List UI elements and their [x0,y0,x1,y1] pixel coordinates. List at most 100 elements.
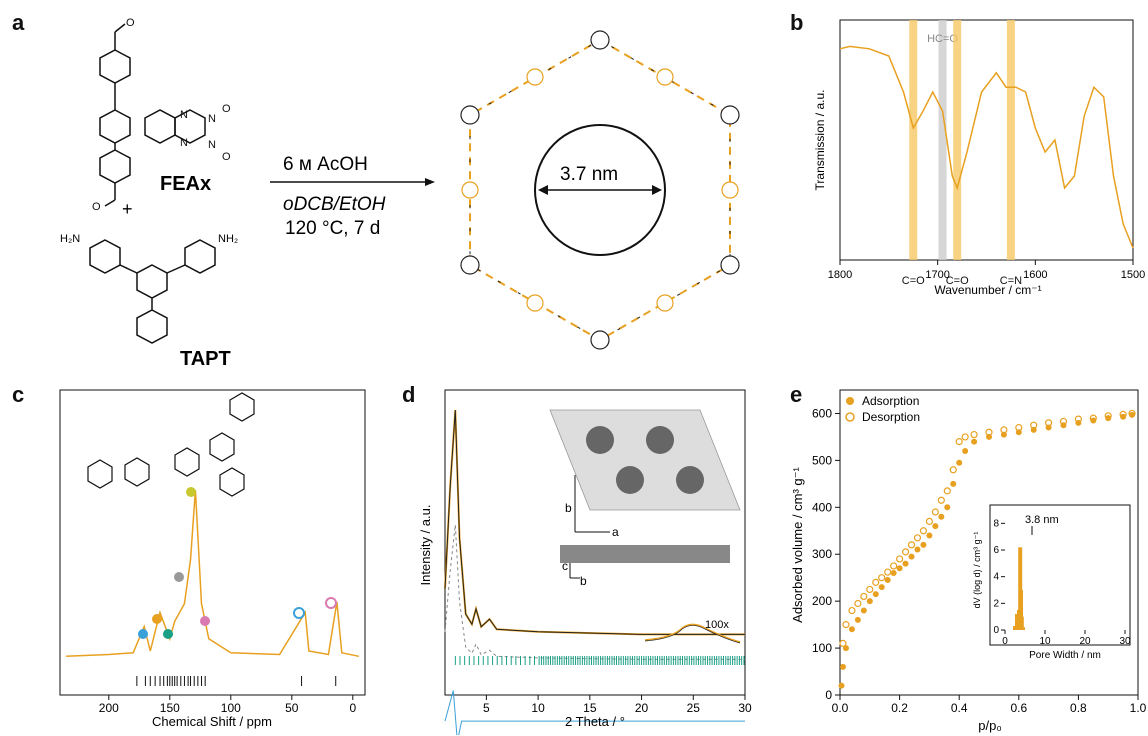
chart-e-inset-ytick-label-4: 8 [993,518,999,529]
chart-c-xtick-label-1: 150 [160,701,180,715]
reaction-scheme: O O N N N N O O FEAx + H₂N NH₂ TAPT 6 м AcOH… [60,17,740,370]
svg-text:O: O [222,151,231,163]
chart-c-xtick-label-2: 100 [221,701,241,715]
chart-e-inset-xtick-label-2: 20 [1079,636,1091,647]
chart-e-ytick-label-0: 0 [825,688,832,702]
chart-e-desorption-point [1119,410,1127,419]
chart-b-xtick-label-1: 1700 [925,269,949,281]
chart-c-xtick-label-4: 0 [349,701,356,715]
chart-e-desorption-point [1089,414,1097,422]
chart-e-xtick-label-1: 0.2 [891,701,908,715]
chart-d-xtick-label-5: 30 [738,701,752,715]
chart-e-desorption-point [895,555,904,563]
chart-e-inset-xlabel: Pore Width / nm [1029,650,1101,661]
chart-e-desorption-point [970,430,978,439]
svg-text:N: N [208,113,216,125]
chart-d-ylabel: Intensity / a.u. [418,505,433,586]
tapt-structure [89,239,216,344]
chart-e-ytick-label-4: 400 [812,500,832,514]
chart-e-desorption-point [1000,426,1008,434]
chart-e-ytick-label-6: 600 [812,406,832,420]
chart-e-adsorption-point [1090,417,1097,424]
chart-b-band-label-3: C=N [1000,275,1022,287]
chart-e-xlabel: p/p₀ [978,718,1001,733]
chart-d-xtick-label-1: 10 [531,701,545,715]
condition-temp: 120 °C, 7 d [285,218,380,239]
chart-e-ylabel: Adsorbed volume / cm³ g⁻¹ [790,466,805,622]
panel-letter-e: e [790,382,803,407]
chart-e-desorption-point [907,541,916,549]
chart-d-xlabel: 2 Theta / ° [565,714,625,729]
chart-b-band-3 [1006,20,1015,260]
chart-b-frame [839,19,1134,261]
chart-e-desorption-point [949,466,957,474]
svg-text:b: b [580,574,587,588]
chart-d-xtick-label-0: 5 [483,701,490,715]
chart-e-adsorption-point [956,459,963,466]
chart-e-adsorption-point [890,570,897,576]
chart-c: 200 150 100 50 0 Chemical Shift / ppm [59,389,366,729]
cof-framework [460,30,740,350]
chart-d-difference-line [444,690,745,735]
chart-b: C=O HC=O C=O C=N 1800 1700 1600 1500 Wavenumbe… [813,19,1145,297]
chart-e-adsorption-point [838,682,845,689]
chart-e-adsorption-point [878,584,885,591]
panel-letter-c: c [12,382,25,407]
chart-c-xtick-label-0: 200 [99,701,119,715]
chart-e-inset: 0 10 20 30 0 2 4 6 8 Pore Width / nm dV (log d) / … [972,504,1131,661]
chart-b-band-1 [938,20,947,260]
chart-e-adsorption-point [938,513,945,520]
panel-letter-d: d [402,382,416,407]
chart-e-adsorption-point [854,616,861,623]
chart-e-inset-ytick-label-1: 2 [993,598,999,609]
chart-e-adsorption-point [944,504,951,511]
svg-text:Adsorption: Adsorption [862,394,919,408]
chart-e-desorption-point [848,606,856,615]
chart-e-desorption-point [943,487,951,495]
chart-d-xtick-label-4: 25 [687,701,701,715]
chart-e-desorption-point [872,578,880,586]
chart-e-adsorption-point [884,577,891,584]
chart-e-inset-xtick-label-0: 0 [1002,636,1008,647]
chart-b-series-line [839,45,1134,249]
chart-e-frame [839,389,1139,696]
chart-e-adsorption-point [932,523,939,530]
chart-b-band-2 [953,20,962,260]
chart-e-adsorption-point [839,663,846,670]
chart-d-simulated-line [444,524,745,660]
chart-e-desorption-point [842,621,850,629]
chart-c-xlabel: Chemical Shift / ppm [152,714,272,729]
chart-e-inset-bar [1019,616,1024,630]
chart-e-xtick-label-0: 0.0 [832,701,849,715]
chart-e-inset-xtick-label-3: 30 [1119,636,1131,647]
chart-e-desorption-point [860,592,868,601]
feax-atoms: O O N N N N O O [92,17,231,213]
chart-e-inset-ylabel: dV (log d) / cm³ g⁻¹ [972,532,982,609]
chart-b-xtick-label-2: 1600 [1023,269,1047,281]
svg-text:N: N [180,137,188,149]
chart-e-desorption-point [961,433,969,441]
chart-b-band-label-2: C=O [946,275,969,287]
chart-b-xtick-label-3: 1500 [1121,269,1145,281]
chart-e-desorption-point [878,574,886,582]
chart-c-peak-markers [138,487,337,639]
chart-e-desorption-point [884,568,892,576]
chart-e-adsorption-point [962,448,969,454]
chart-e-adsorption-point [926,532,933,539]
chart-b-ylabel: Transmission / a.u. [813,90,827,191]
chart-c-xtick-label-3: 50 [285,701,299,715]
chart-d-fit-line [444,409,745,635]
chart-e-desorption-point [866,585,874,594]
svg-text:N: N [208,139,216,151]
pore-circle [534,124,666,256]
chart-d-xtick-label-3: 20 [635,701,649,715]
chart-e-desorption-point [1059,417,1068,426]
chart-e-xtick-label-3: 0.6 [1010,701,1027,715]
chart-e-desorption-point [931,508,939,516]
feax-structure [99,23,206,207]
chart-d-frame [444,389,746,696]
chart-c-series-line [66,489,360,658]
chart-e-inset-ytick-label-2: 4 [993,572,999,583]
tapt-label: TAPT [180,348,231,370]
chart-c-structure [87,392,255,497]
